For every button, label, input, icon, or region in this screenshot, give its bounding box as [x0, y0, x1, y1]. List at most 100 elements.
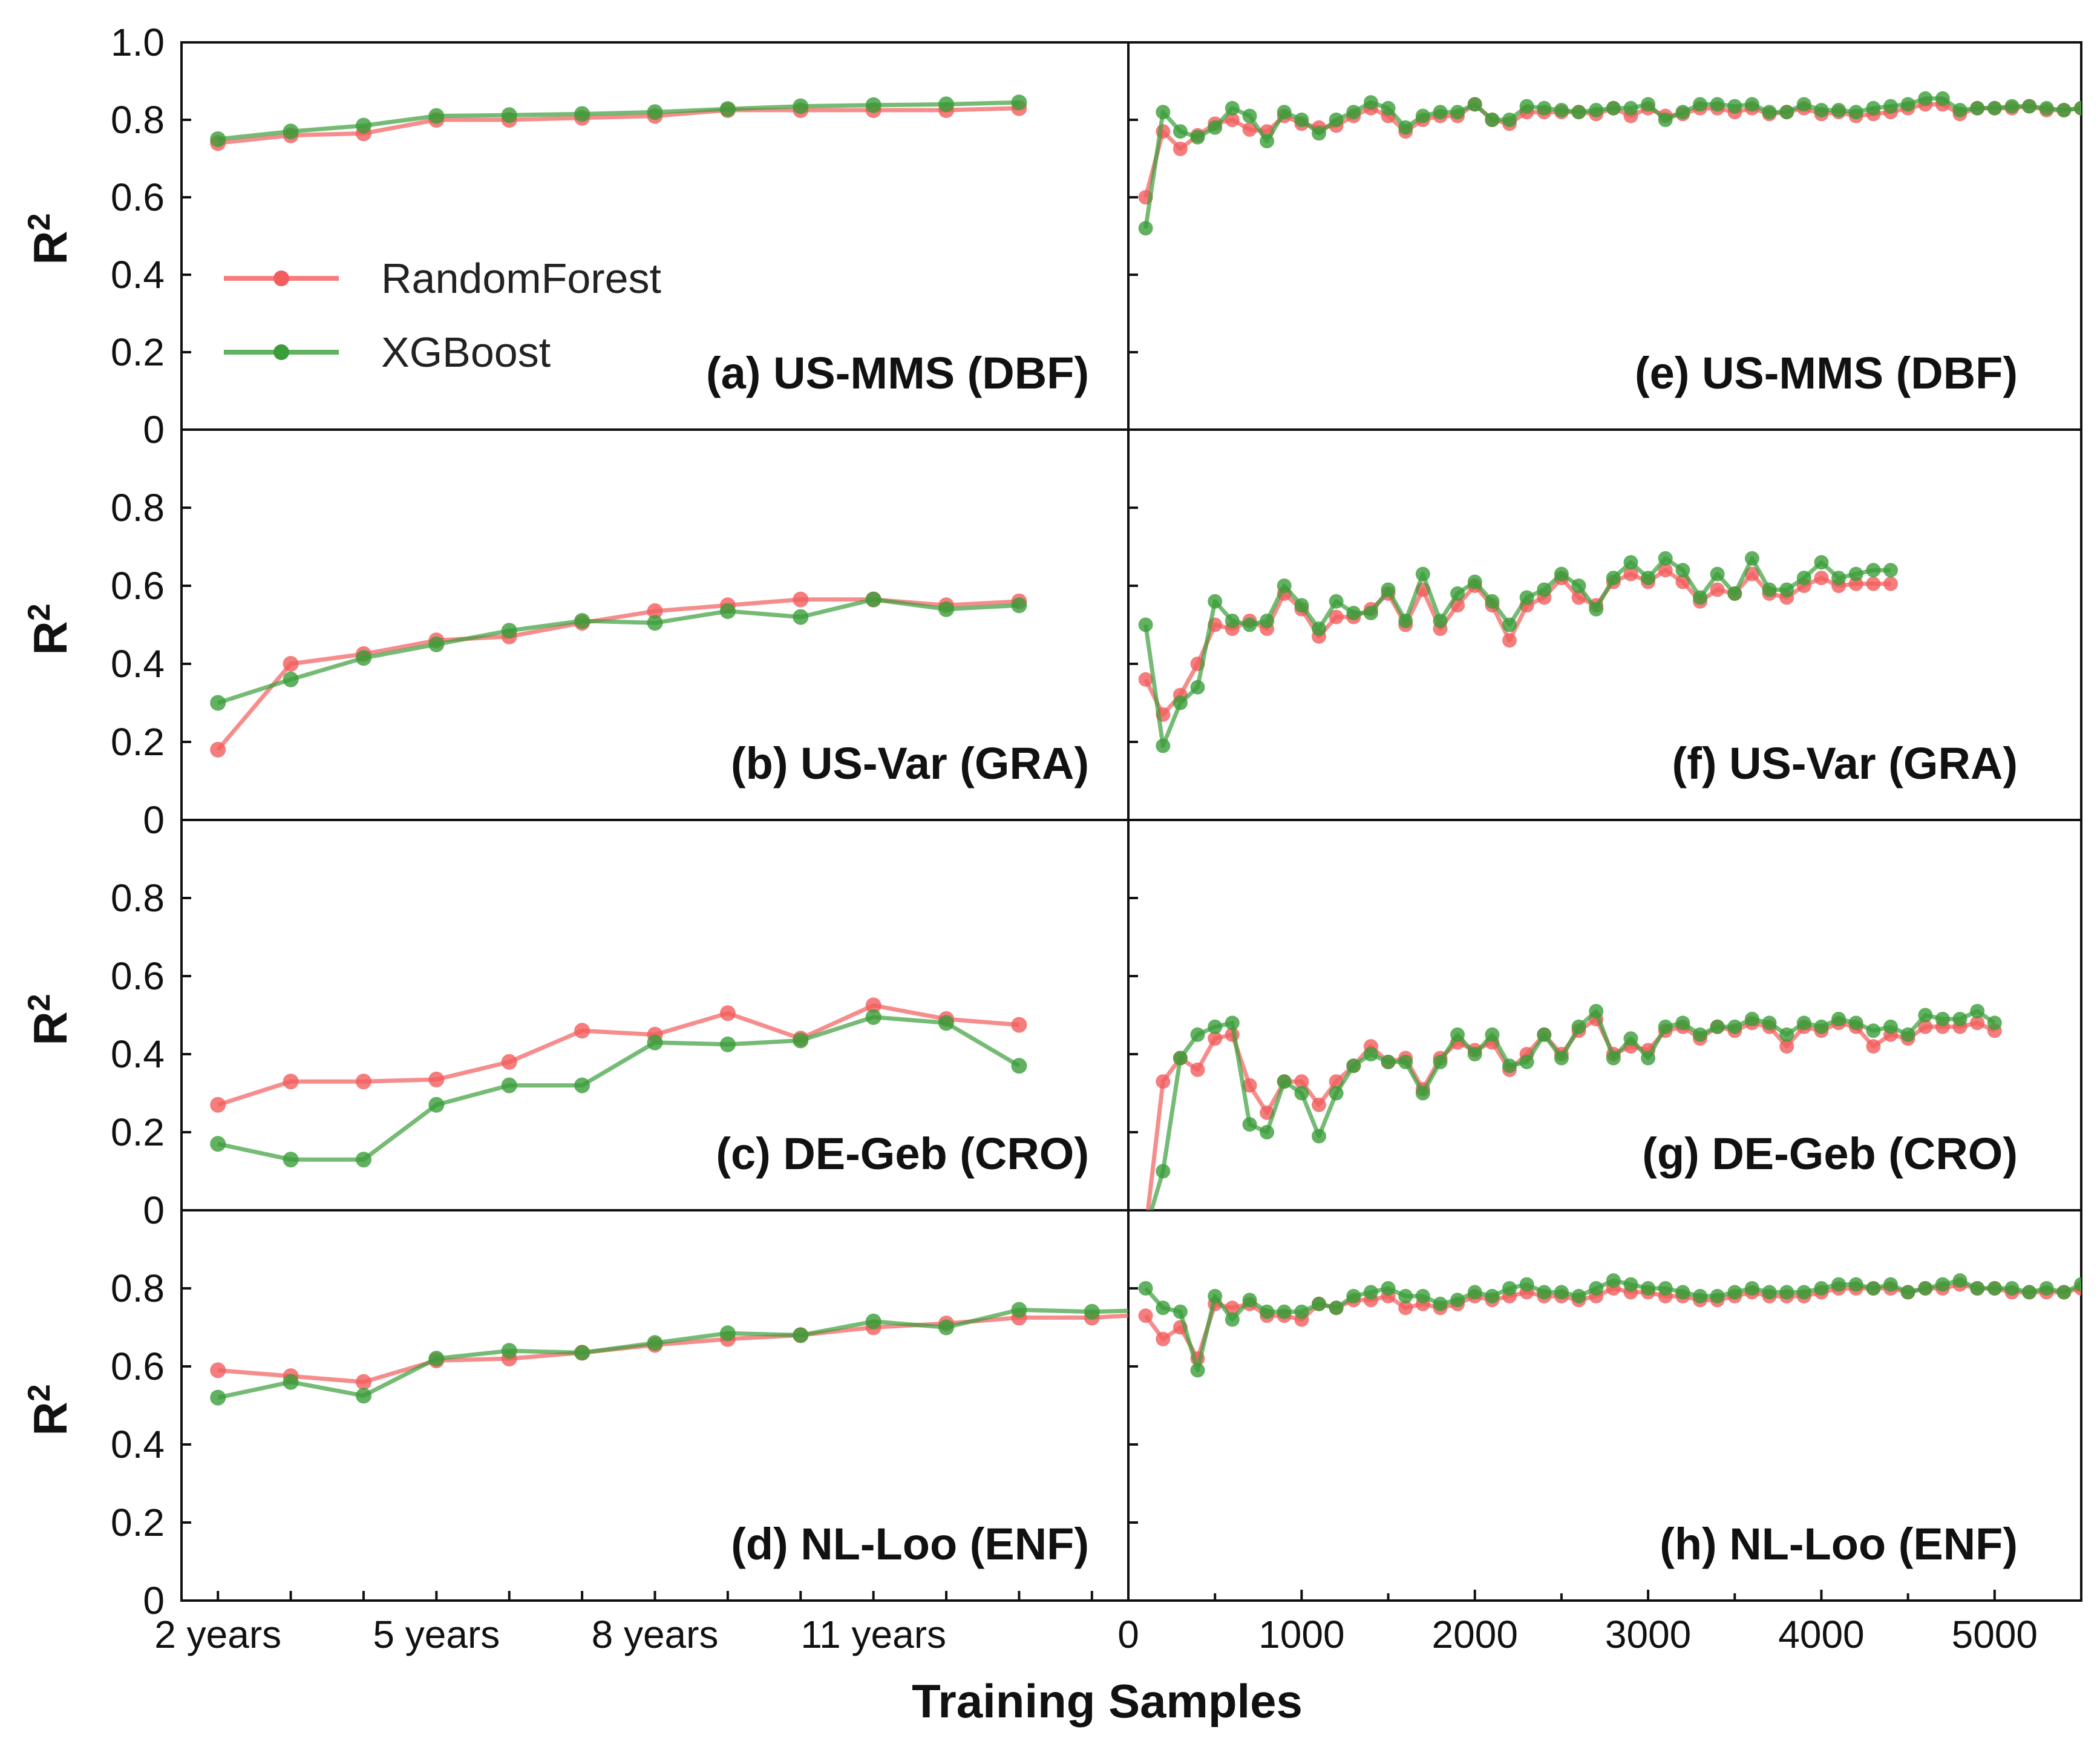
data-point-h-xgboost	[1606, 1273, 1621, 1288]
data-point-a-xgboost	[719, 101, 736, 117]
x-tick-label-left: 8 years	[592, 1613, 719, 1656]
data-point-d-xgboost	[865, 1313, 882, 1329]
x-tick-label-left: 5 years	[373, 1613, 500, 1656]
axis-ticks: 0 0.2 0.4 0.6 0.8 1.0 0 0.2 0.4 0.6 0.8 0 0.2 0.4 0.6 0…	[111, 21, 2082, 1656]
data-point-g-xgboost	[1606, 1051, 1621, 1066]
panel-label-d: (d) NL-Loo (ENF)	[731, 1519, 1089, 1569]
data-point-g-xgboost	[1987, 1015, 2002, 1031]
y-tick-label: 0.2	[111, 720, 165, 764]
data-point-c-randomforest	[719, 1005, 736, 1021]
data-point-g-xgboost	[1848, 1015, 1863, 1031]
data-point-h-xgboost	[1762, 1285, 1777, 1300]
data-point-g-xgboost	[1537, 1027, 1552, 1042]
data-point-g-xgboost	[1623, 1031, 1638, 1046]
x-tick-label-right: 4000	[1778, 1613, 1864, 1656]
data-point-g-xgboost	[1363, 1047, 1378, 1061]
data-point-f-xgboost	[1814, 555, 1829, 570]
y-tick-label: 1.0	[111, 21, 165, 64]
y-tick-label: 0.6	[111, 564, 165, 608]
data-point-f-xgboost	[1398, 614, 1413, 628]
data-point-h-xgboost	[1242, 1293, 1257, 1308]
data-point-g-xgboost	[1831, 1012, 1846, 1026]
data-point-a-xgboost	[793, 98, 809, 114]
data-point-f-randomforest	[1710, 582, 1725, 597]
data-point-f-xgboost	[1848, 566, 1863, 582]
svg-text:R2: R2	[22, 603, 77, 655]
data-point-h-xgboost	[1415, 1288, 1430, 1303]
data-point-b-xgboost	[938, 601, 954, 617]
y-tick-label: 0	[143, 1188, 165, 1232]
data-point-g-xgboost	[1641, 1051, 1656, 1066]
data-point-h-xgboost	[1346, 1288, 1361, 1303]
data-point-h-xgboost	[1848, 1277, 1863, 1292]
data-point-e-xgboost	[1398, 120, 1413, 135]
data-point-e-xgboost	[1467, 97, 1482, 112]
data-point-h-xgboost	[1519, 1277, 1534, 1292]
panel-h-plot	[1138, 1273, 2081, 1378]
data-point-c-randomforest	[574, 1023, 590, 1039]
data-point-f-xgboost	[1173, 695, 1188, 710]
data-point-e-xgboost	[1900, 97, 1915, 112]
svg-text:R2: R2	[22, 213, 77, 264]
data-point-c-randomforest	[501, 1054, 517, 1070]
data-point-h-xgboost	[1502, 1281, 1517, 1296]
data-point-g-xgboost	[1900, 1027, 1915, 1042]
panel-g-plot	[1139, 1004, 2002, 1237]
data-point-h-xgboost	[1779, 1285, 1794, 1300]
series-line-a-randomforest	[217, 106, 1019, 145]
data-point-b-xgboost	[1011, 597, 1027, 614]
data-point-g-xgboost	[1762, 1015, 1777, 1031]
data-point-d-xgboost	[428, 1351, 445, 1367]
data-point-e-xgboost	[1415, 108, 1430, 123]
data-point-f-randomforest	[1883, 576, 1898, 591]
series-line-c-randomforest	[217, 1003, 1019, 1107]
series-line-f-xgboost	[1143, 556, 1891, 748]
panel-label-b: (b) US-Var (GRA)	[731, 738, 1089, 788]
data-point-c-randomforest	[428, 1071, 445, 1087]
data-point-e-xgboost	[1190, 129, 1205, 145]
data-point-h-randomforest	[1398, 1300, 1413, 1316]
data-point-f-xgboost	[1485, 594, 1500, 609]
data-point-f-xgboost	[1571, 579, 1586, 593]
data-point-g-xgboost	[1139, 1222, 1153, 1237]
data-point-e-xgboost	[1537, 100, 1552, 116]
data-point-h-xgboost	[1537, 1285, 1552, 1300]
data-point-h-xgboost	[1398, 1288, 1413, 1303]
data-point-f-randomforest	[1814, 571, 1829, 586]
data-point-e-xgboost	[1814, 103, 1829, 117]
y-tick-label: 0.6	[111, 175, 165, 219]
data-point-g-xgboost	[1398, 1054, 1413, 1069]
data-point-c-randomforest	[356, 1074, 371, 1090]
data-point-h-xgboost	[1208, 1288, 1223, 1303]
data-point-h-xgboost	[1952, 1273, 1968, 1288]
data-point-e-xgboost	[1173, 124, 1188, 139]
data-point-f-xgboost	[1519, 590, 1534, 605]
data-point-g-xgboost	[1571, 1019, 1586, 1034]
data-point-f-xgboost	[1208, 594, 1223, 609]
data-point-e-randomforest	[1173, 142, 1188, 156]
data-point-b-xgboost	[210, 695, 226, 711]
data-point-g-xgboost	[1693, 1027, 1707, 1042]
data-point-b-xgboost	[865, 591, 882, 608]
data-point-h-xgboost	[1987, 1281, 2002, 1296]
panel-labels: (a) US-MMS (DBF) (b) US-Var (GRA) (c) DE-G…	[706, 348, 2018, 1569]
y-axis-title-row-1: R2	[22, 213, 77, 264]
data-point-g-xgboost	[1242, 1117, 1257, 1132]
y-tick-label: 0.8	[111, 1267, 165, 1310]
data-point-c-xgboost	[719, 1036, 736, 1052]
legend-randomforest-label: RandomForest	[381, 255, 661, 302]
panel-label-g: (g) DE-Geb (CRO)	[1642, 1129, 2018, 1179]
data-point-e-xgboost	[1433, 105, 1448, 120]
data-point-h-xgboost	[1363, 1285, 1378, 1300]
data-point-h-xgboost	[1467, 1285, 1482, 1300]
legend-xgboost-marker	[273, 344, 289, 360]
data-point-f-xgboost	[1831, 571, 1846, 586]
x-tick-label-right: 1000	[1258, 1613, 1344, 1656]
data-point-f-xgboost	[1537, 582, 1552, 597]
data-point-b-xgboost	[719, 603, 736, 619]
y-tick-label: 0.2	[111, 1110, 165, 1154]
data-point-c-xgboost	[210, 1136, 226, 1152]
data-point-d-xgboost	[574, 1345, 590, 1361]
data-point-g-xgboost	[1381, 1054, 1396, 1069]
data-point-h-xgboost	[2074, 1277, 2081, 1292]
